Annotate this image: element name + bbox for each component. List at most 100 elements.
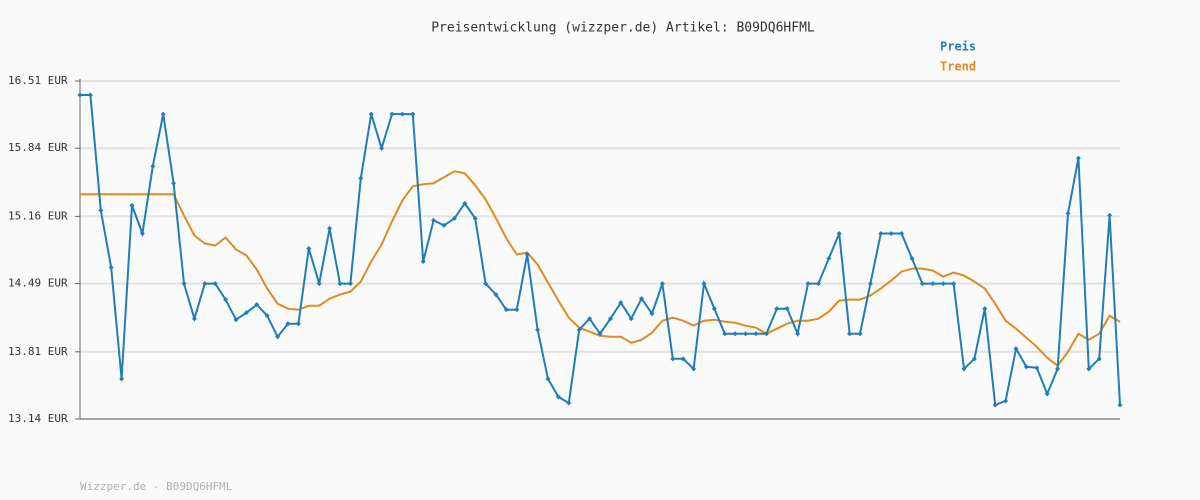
- y-tick-label: 16.51 EUR: [8, 74, 68, 87]
- point-marker: [784, 306, 790, 312]
- point-marker: [337, 281, 343, 287]
- point-marker: [680, 356, 686, 362]
- point-marker: [878, 230, 884, 236]
- point-marker: [524, 252, 530, 258]
- point-marker: [223, 297, 229, 303]
- point-marker: [119, 376, 125, 382]
- point-marker: [98, 207, 104, 213]
- point-marker: [441, 222, 447, 228]
- footer: Wizzper.de - B09DQ6HFML: [80, 480, 233, 493]
- point-marker: [857, 331, 863, 337]
- point-marker: [389, 111, 395, 117]
- point-marker: [264, 313, 270, 319]
- legend-entry: Trend: [940, 60, 976, 74]
- point-marker: [285, 321, 291, 327]
- point-marker: [815, 281, 821, 287]
- point-marker: [649, 311, 655, 317]
- point-marker: [774, 306, 780, 312]
- point-marker: [659, 281, 665, 287]
- point-marker: [514, 307, 520, 313]
- point-marker: [1065, 210, 1071, 216]
- point-marker: [503, 307, 509, 313]
- point-marker: [867, 281, 873, 287]
- point-marker: [1023, 364, 1029, 370]
- point-marker: [930, 281, 936, 287]
- point-marker: [982, 306, 988, 312]
- point-marker: [233, 317, 239, 323]
- point-marker: [493, 292, 499, 298]
- point-marker: [1034, 365, 1040, 371]
- point-marker: [327, 225, 333, 231]
- point-marker: [722, 331, 728, 337]
- point-marker: [212, 281, 218, 287]
- y-tick-label: 13.81 EUR: [8, 345, 68, 358]
- point-marker: [254, 302, 260, 308]
- point-marker: [275, 334, 281, 340]
- point-marker: [639, 296, 645, 302]
- point-marker: [1086, 366, 1092, 372]
- chart-title: Preisentwicklung (wizzper.de) Artikel: B…: [431, 21, 815, 36]
- point-marker: [1107, 212, 1113, 218]
- point-marker: [992, 402, 998, 408]
- point-marker: [243, 310, 249, 316]
- point-marker: [753, 331, 759, 337]
- point-marker: [899, 230, 905, 236]
- point-marker: [566, 400, 572, 406]
- point-marker: [171, 180, 177, 186]
- point-marker: [295, 321, 301, 327]
- point-marker: [545, 376, 551, 382]
- point-marker: [1055, 366, 1061, 372]
- point-marker: [150, 163, 156, 169]
- y-tick-label: 14.49 EUR: [8, 277, 68, 290]
- point-marker: [888, 230, 894, 236]
- point-marker: [951, 281, 957, 287]
- point-marker: [108, 265, 114, 271]
- point-marker: [472, 215, 478, 221]
- point-marker: [763, 331, 769, 337]
- point-marker: [160, 111, 166, 117]
- point-marker: [191, 316, 197, 322]
- point-marker: [347, 281, 353, 287]
- point-marker: [805, 281, 811, 287]
- y-tick-label: 13.14 EUR: [8, 412, 68, 425]
- y-tick-label: 15.16 EUR: [8, 209, 68, 222]
- point-marker: [462, 200, 468, 206]
- point-marker: [691, 366, 697, 372]
- point-marker: [1003, 398, 1009, 404]
- point-marker: [316, 281, 322, 287]
- point-marker: [795, 331, 801, 337]
- point-marker: [306, 245, 312, 251]
- point-marker: [181, 281, 187, 287]
- point-marker: [1044, 391, 1050, 397]
- point-marker: [743, 331, 749, 337]
- point-marker: [576, 327, 582, 333]
- point-marker: [379, 145, 385, 151]
- point-marker: [826, 256, 832, 262]
- point-marker: [940, 281, 946, 287]
- point-marker: [535, 327, 541, 333]
- point-marker: [847, 331, 853, 337]
- point-marker: [483, 281, 489, 287]
- point-marker: [1096, 356, 1102, 362]
- point-marker: [368, 111, 374, 117]
- point-marker: [909, 256, 915, 262]
- point-marker: [701, 281, 707, 287]
- point-marker: [451, 215, 457, 221]
- point-marker: [607, 316, 613, 322]
- point-marker: [431, 217, 437, 223]
- point-marker: [628, 316, 634, 322]
- point-marker: [139, 230, 145, 236]
- point-marker: [961, 366, 967, 372]
- point-marker: [711, 306, 717, 312]
- point-marker: [399, 111, 405, 117]
- point-marker: [202, 281, 208, 287]
- legend-entry: Preis: [940, 40, 976, 54]
- point-marker: [618, 300, 624, 306]
- y-tick-label: 15.84 EUR: [8, 141, 68, 154]
- point-marker: [129, 202, 135, 208]
- point-marker: [1117, 402, 1123, 408]
- point-marker: [87, 92, 93, 98]
- point-marker: [732, 331, 738, 337]
